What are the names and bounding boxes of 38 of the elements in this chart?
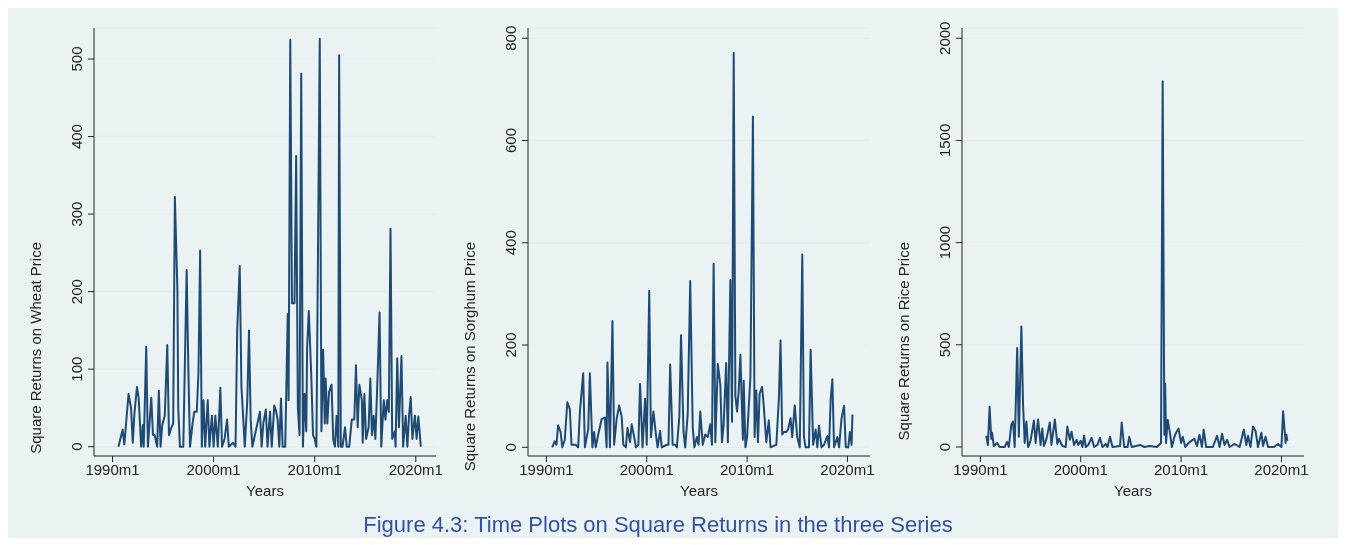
x-tick-label: 2020m1 xyxy=(388,460,443,478)
x-tick-label: 2020m1 xyxy=(820,460,875,478)
line-series xyxy=(985,80,1289,449)
x-axis-title: Years xyxy=(1114,482,1152,499)
y-tick-label: 100 xyxy=(68,356,85,382)
y-axis-title: Square Returns on Sorghum Price xyxy=(461,242,479,472)
y-tick-label: 500 xyxy=(68,46,85,72)
y-tick-label: 200 xyxy=(68,279,85,305)
y-tick-label: 2000 xyxy=(936,21,953,55)
y-axis-title: Square Returns on Wheat Price xyxy=(27,242,45,454)
y-tick-label: 0 xyxy=(936,442,953,452)
x-axis-title: Years xyxy=(246,482,284,499)
line-series xyxy=(117,37,422,448)
y-tick-label: 400 xyxy=(68,124,85,150)
x-tick-label: 2000m1 xyxy=(186,460,241,478)
caption: Figure 4.3: Time Plots on Square Returns in the three Series xyxy=(362,512,954,538)
x-tick-label: 1990m1 xyxy=(519,460,574,478)
x-tick-label: 1990m1 xyxy=(953,460,1008,478)
y-tick-label: 600 xyxy=(502,127,519,154)
x-tick-label: 1990m1 xyxy=(85,460,140,478)
x-tick-label: 2010m1 xyxy=(719,460,775,478)
y-tick-label: 400 xyxy=(502,230,519,256)
x-axis-title: Years xyxy=(680,482,718,499)
y-axis-title: Square Returns on Rice Price xyxy=(895,242,913,441)
line-series xyxy=(551,52,854,449)
x-tick-label: 2010m1 xyxy=(287,460,342,478)
y-tick-label: 500 xyxy=(936,332,953,358)
x-tick-label: 2000m1 xyxy=(1053,460,1108,478)
y-tick-label: 1500 xyxy=(936,123,953,158)
y-tick-label: 800 xyxy=(502,25,519,51)
y-tick-label: 200 xyxy=(502,332,519,358)
x-tick-label: 2000m1 xyxy=(619,460,674,478)
x-tick-label: 2010m1 xyxy=(1153,460,1209,478)
y-tick-label: 1000 xyxy=(936,225,953,260)
y-tick-label: 0 xyxy=(68,442,85,451)
y-tick-label: 0 xyxy=(502,443,519,452)
x-tick-label: 2020m1 xyxy=(1254,460,1309,478)
y-tick-label: 300 xyxy=(68,201,85,227)
